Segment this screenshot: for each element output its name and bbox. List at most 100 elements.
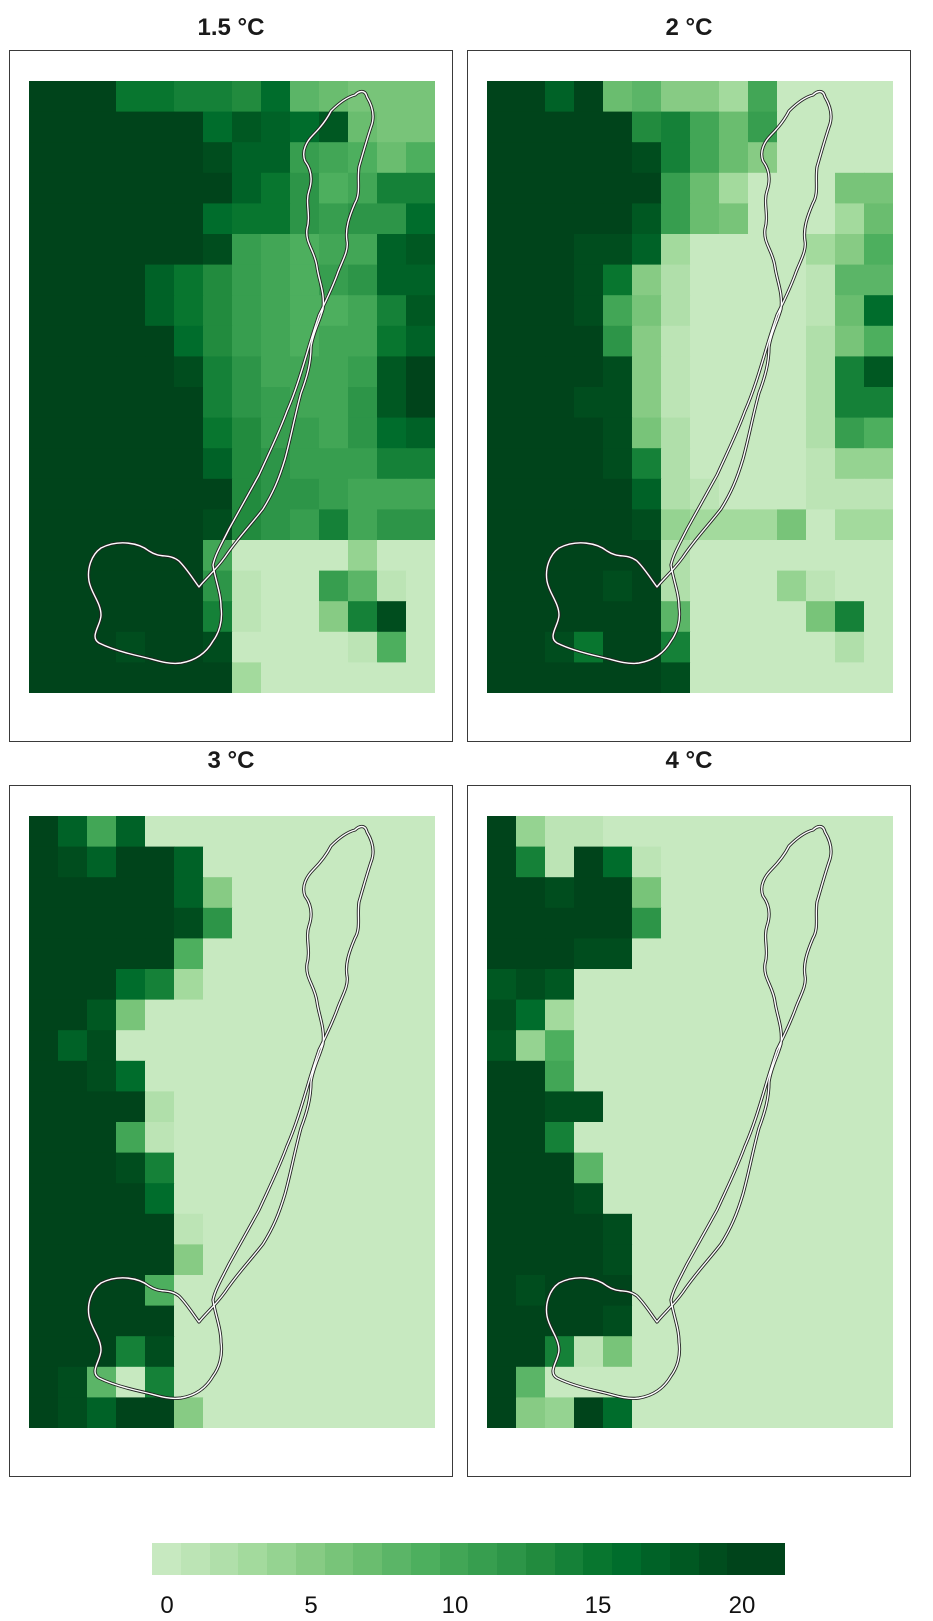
grid-cell: [203, 1397, 233, 1428]
grid-cell: [290, 1336, 320, 1368]
grid-cell: [29, 601, 59, 633]
grid-cell: [632, 846, 662, 878]
grid-cell: [116, 1244, 146, 1276]
grid-cell: [406, 81, 435, 113]
grid-cell: [261, 877, 291, 909]
grid-cell: [203, 816, 233, 848]
grid-cell: [806, 1397, 836, 1428]
grid-cell: [377, 1091, 407, 1123]
grid-cell: [145, 846, 175, 878]
legend-tick: 0: [160, 1592, 174, 1619]
grid-cell: [632, 1030, 662, 1062]
grid-cell: [545, 417, 575, 449]
grid-cell: [545, 172, 575, 204]
grid-cell: [690, 846, 720, 878]
grid-cell: [261, 816, 291, 848]
grid-cell: [29, 172, 59, 204]
grid-cell: [864, 81, 893, 113]
grid-cell: [290, 999, 320, 1031]
grid-cell: [29, 1030, 59, 1062]
grid-cell: [319, 387, 349, 419]
grid-cell: [116, 478, 146, 510]
grid-cell: [864, 816, 893, 848]
grid-cell: [203, 1152, 233, 1184]
grid-cell: [319, 1183, 349, 1215]
grid-cell: [116, 1397, 146, 1428]
legend-swatch: [267, 1543, 296, 1575]
grid-cell: [632, 111, 662, 143]
grid-cell: [487, 142, 517, 174]
grid-cell: [406, 356, 435, 388]
grid-cell: [319, 1336, 349, 1368]
grid-cell: [545, 1183, 575, 1215]
grid-cell: [487, 356, 517, 388]
grid-cell: [406, 1213, 435, 1245]
grid-cell: [87, 509, 117, 541]
grid-cell: [632, 81, 662, 113]
grid-cell: [661, 234, 691, 266]
grid-cell: [319, 631, 349, 663]
grid-cell: [261, 142, 291, 174]
grid-cell: [661, 877, 691, 909]
grid-cell: [261, 601, 291, 633]
grid-cell: [632, 1060, 662, 1092]
grid-cell: [116, 1183, 146, 1215]
grid-cell: [806, 631, 836, 663]
grid-cell: [487, 1122, 517, 1154]
grid-cell: [203, 356, 233, 388]
grid-cell: [203, 907, 233, 939]
grid-cell: [348, 295, 378, 327]
grid-cell: [174, 1122, 204, 1154]
grid-cell: [145, 234, 175, 266]
grid-cell: [661, 907, 691, 939]
grid-cell: [603, 938, 633, 970]
grid-cell: [261, 969, 291, 1001]
grid-cell: [574, 325, 604, 357]
grid-cell: [261, 1030, 291, 1062]
grid-cell: [748, 264, 778, 296]
heatmap-grid: [29, 81, 435, 693]
grid-cell: [835, 509, 865, 541]
grid-cell: [29, 1122, 59, 1154]
grid-cell: [603, 816, 633, 848]
grid-cell: [487, 846, 517, 878]
legend-swatch: [669, 1543, 699, 1575]
grid-cell: [487, 1366, 517, 1398]
grid-cell: [58, 1060, 88, 1092]
grid-cell: [777, 1336, 807, 1368]
legend-swatch: [583, 1543, 613, 1575]
grid-cell: [603, 570, 633, 602]
grid-cell: [487, 203, 517, 235]
grid-cell: [87, 662, 117, 693]
grid-cell: [864, 570, 893, 602]
grid-cell: [864, 1213, 893, 1245]
grid-cell: [487, 295, 517, 327]
grid-cell: [319, 938, 349, 970]
grid-cell: [835, 540, 865, 572]
grid-cell: [632, 1091, 662, 1123]
grid-cell: [348, 1122, 378, 1154]
grid-cell: [574, 478, 604, 510]
legend-swatch: [612, 1543, 642, 1575]
grid-cell: [232, 907, 262, 939]
grid-cell: [835, 601, 865, 633]
grid-cell: [806, 662, 836, 693]
grid-cell: [377, 264, 407, 296]
grid-cell: [406, 1122, 435, 1154]
grid-cell: [377, 877, 407, 909]
grid-cell: [87, 1183, 117, 1215]
grid-cell: [29, 142, 59, 174]
grid-cell: [406, 1091, 435, 1123]
grid-cell: [719, 601, 749, 633]
grid-cell: [487, 1397, 517, 1428]
grid-cell: [29, 417, 59, 449]
grid-cell: [516, 1336, 546, 1368]
grid-cell: [377, 81, 407, 113]
grid-cell: [806, 1060, 836, 1092]
grid-cell: [29, 1366, 59, 1398]
legend-swatch: [525, 1543, 555, 1575]
grid-cell: [116, 203, 146, 235]
grid-cell: [203, 1213, 233, 1245]
grid-cell: [29, 938, 59, 970]
grid-cell: [290, 907, 320, 939]
